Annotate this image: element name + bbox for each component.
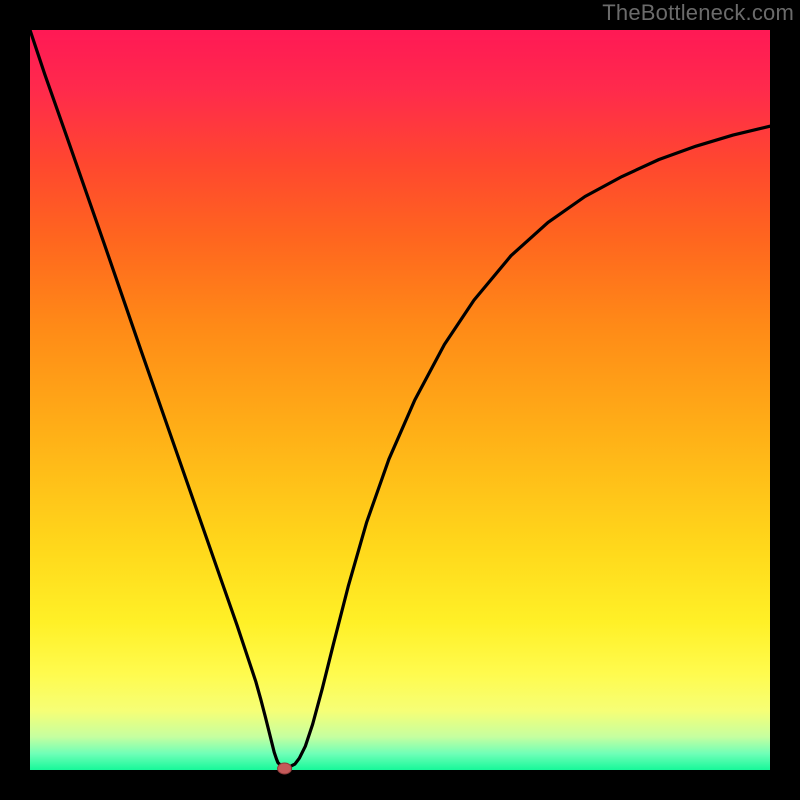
watermark-text: TheBottleneck.com	[602, 0, 794, 26]
chart-background	[30, 30, 770, 770]
optimal-point-marker	[278, 763, 292, 774]
bottleneck-chart	[0, 0, 800, 800]
